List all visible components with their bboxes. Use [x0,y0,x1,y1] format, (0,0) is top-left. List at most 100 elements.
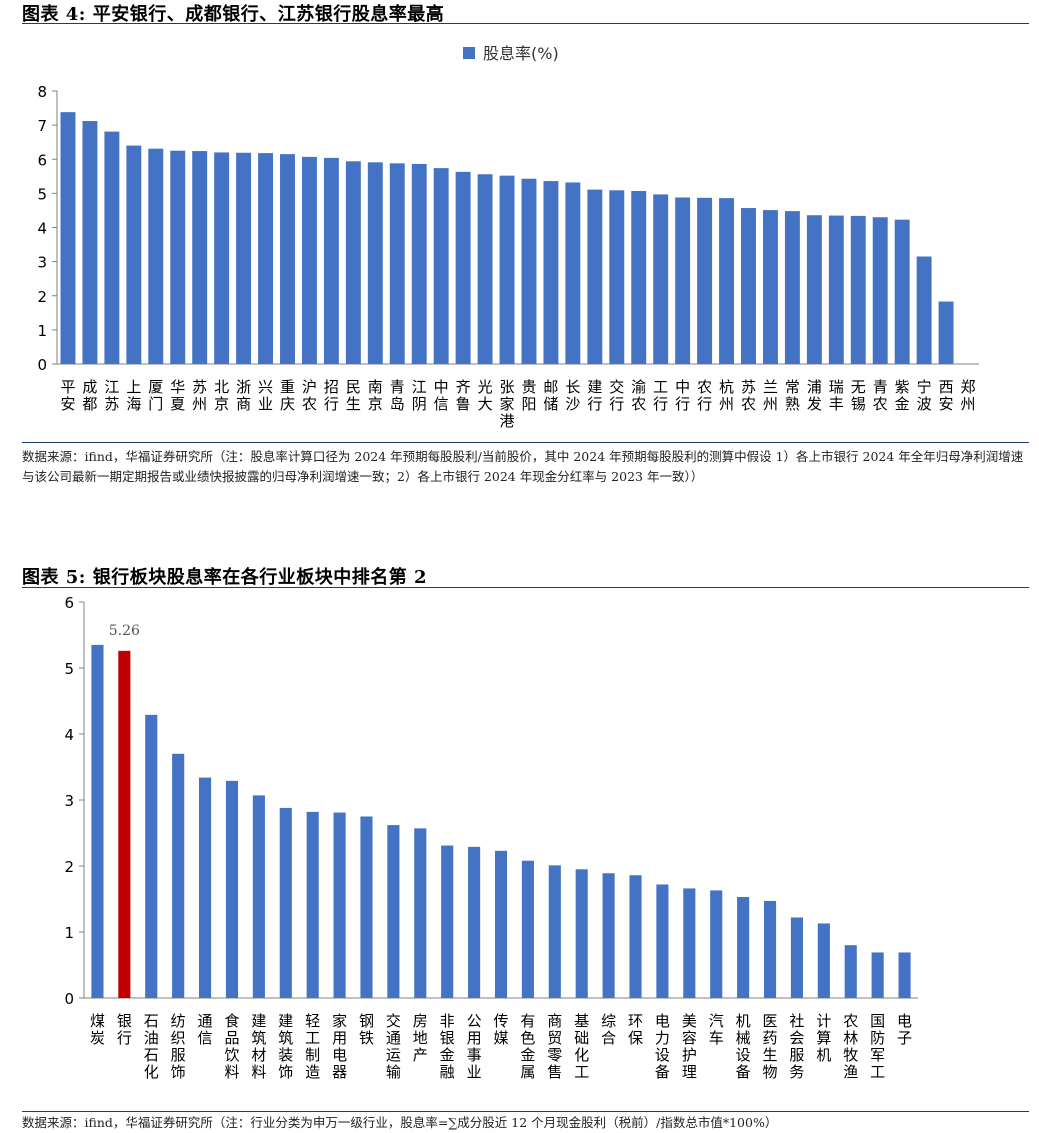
bar-苏农 [741,208,756,364]
bar-美容护理 [683,888,696,998]
bar-兴业 [258,153,274,364]
bar-建行 [587,189,603,364]
bar-厦门 [148,148,164,364]
x-category-label: 青岛 [390,378,405,413]
bar-煤炭 [91,644,104,998]
x-category-label: 传媒 [493,1012,508,1047]
y-tick-label: 3 [37,254,47,272]
bar-中信 [433,168,449,364]
x-category-label: 家用电器 [332,1012,347,1081]
x-category-label: 光大 [478,378,493,413]
bar-北京 [214,152,230,364]
x-category-label: 兴业 [258,378,273,413]
x-category-label: 建行 [587,378,602,413]
x-category-label: 紫金 [895,378,910,413]
x-category-label: 浦发 [807,378,822,413]
bar-通信 [199,777,212,998]
figure-5-source-note: 数据来源：ifind，华福证券研究所（注：行业分类为申万一级行业，股息率=∑成分… [22,1115,778,1130]
x-category-label: 房地产 [413,1012,428,1064]
x-category-label: 公用事业 [467,1012,482,1081]
chart-5-dividend-yield-industries: 0 1 2 3 4 5 6 煤炭银行石油石化纺织服饰通信食品饮料建筑材料建筑装饰轻工制造家用电… [64,594,918,1081]
bar-钢铁 [360,816,373,998]
bar-重庆 [280,154,295,364]
bar-华夏 [170,150,186,364]
y-tick-label: 0 [64,990,74,1008]
bar-南京 [367,162,383,364]
bar-无锡 [850,215,866,364]
y-tick-label: 8 [37,83,47,101]
x-category-label: 无锡 [851,378,866,413]
bar-环保 [629,875,642,998]
bar-电子 [898,952,911,998]
bar-贵阳 [521,178,537,364]
x-category-label: 纺织服饰 [171,1012,186,1081]
bar-公用事业 [468,846,481,998]
x-category-label: 厦门 [148,378,163,413]
bar-紫金 [894,219,910,364]
y-tick-label: 2 [64,858,74,876]
x-category-label: 常熟 [785,378,800,413]
bar-青农 [872,217,888,364]
x-category-label: 宁波 [917,378,932,413]
bar-平安 [60,112,76,364]
x-category-label: 机械设备 [736,1012,751,1081]
x-category-label: 汽车 [709,1012,724,1047]
x-category-label: 交行 [609,378,624,413]
x-category-label: 食品饮料 [224,1012,239,1081]
y-tick-label: 6 [37,151,47,169]
figure-4-title-rule [22,23,1029,24]
x-category-label: 齐鲁 [456,378,471,413]
bar-汽车 [710,890,723,998]
x-category-label: 国防军工 [870,1012,885,1081]
x-category-label: 瑞丰 [829,378,844,413]
bar-家用电器 [333,812,346,998]
x-category-label: 张家港 [500,378,515,430]
bar-建筑材料 [252,795,265,998]
y-tick-label: 4 [37,220,47,238]
bar-农行 [697,197,713,364]
bar-基础化工 [575,869,588,998]
bar-兰州 [762,210,778,364]
figure-4-source-rule [22,442,1029,443]
x-category-label: 苏农 [741,378,756,413]
y-tick-label: 3 [64,792,74,810]
bar-张家港 [499,175,515,364]
bar-招行 [323,157,339,364]
x-category-label: 银行 [117,1012,132,1047]
x-category-label: 交通运输 [386,1012,401,1081]
x-category-label: 基础化工 [574,1012,589,1081]
x-category-label: 青农 [873,378,888,413]
bar-上海 [126,145,142,364]
x-category-label: 郑州 [961,378,976,413]
x-category-label: 杭州 [719,378,734,413]
x-category-label: 邮储 [543,378,558,413]
bar-轻工制造 [306,811,319,998]
bar-宁波 [916,256,932,364]
x-category-label: 电子 [897,1012,912,1047]
bar-商贸零售 [548,865,561,998]
bar-食品饮料 [225,780,239,998]
x-category-label: 北京 [214,378,229,413]
bar-银行 [118,650,131,998]
x-category-label: 石油石化 [144,1012,159,1081]
x-category-label: 轻工制造 [305,1012,320,1081]
bar-光大 [477,174,493,364]
legend-label: 股息率(%) [483,44,559,63]
x-category-label: 工行 [653,378,668,413]
x-category-label: 沪农 [302,378,317,413]
bar-机械设备 [737,897,750,998]
y-tick-label: 1 [37,322,47,340]
x-category-label: 农林牧渔 [843,1012,858,1081]
x-category-label: 综合 [601,1012,616,1047]
bar-交行 [609,190,625,364]
bar-浦发 [806,215,822,364]
bar-纺织服饰 [172,753,185,998]
x-category-label: 商贸零售 [547,1012,562,1081]
bar-青岛 [389,163,405,364]
figure-5-title-rule [22,587,1029,588]
y-tick-label: 7 [37,117,47,135]
bar-瑞丰 [828,215,844,364]
x-category-label: 环保 [628,1012,643,1047]
y-tick-label: 6 [64,594,74,612]
x-category-label: 兰州 [763,378,778,413]
